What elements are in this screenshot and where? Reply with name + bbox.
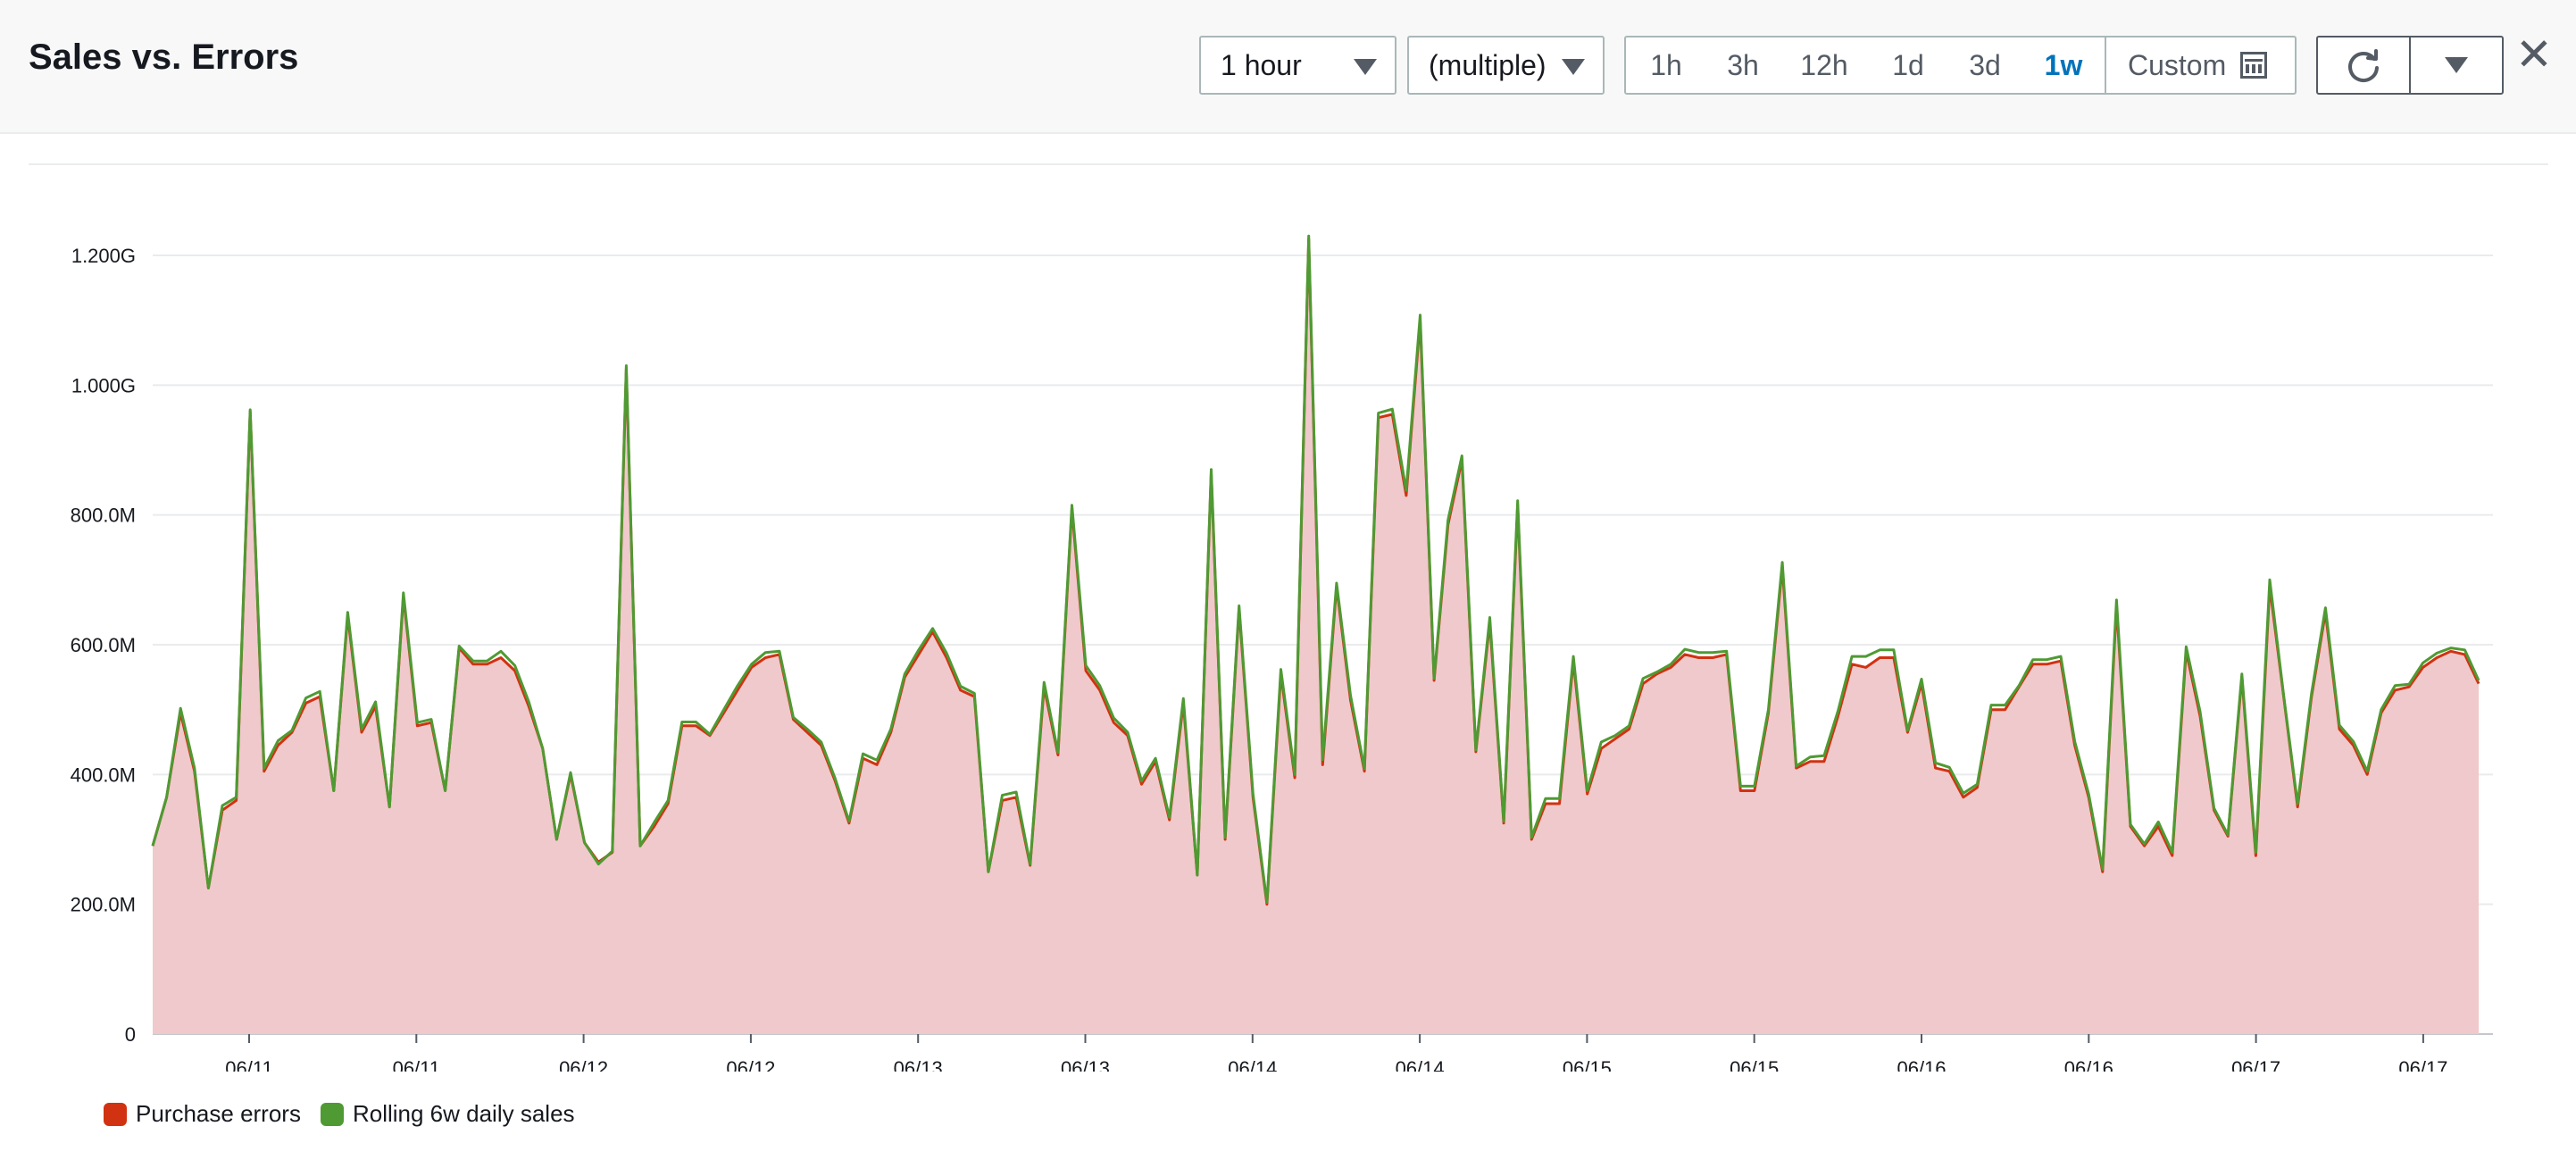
range-1w[interactable]: 1w: [2044, 48, 2083, 81]
range-divider: [2105, 38, 2106, 93]
page-title: Sales vs. Errors: [29, 38, 299, 77]
legend-label-errors: Purchase errors: [136, 1100, 301, 1127]
x-axis: 06/11 06/11 06/12 06/12 06/13 06/13 06/14 06/14…: [225, 1034, 2447, 1072]
refresh-button[interactable]: [2316, 36, 2411, 95]
x-tick-label: 06/12: [726, 1057, 775, 1072]
y-tick-label: 0: [125, 1023, 136, 1046]
y-tick-label: 800.0M: [71, 505, 136, 527]
range-12h[interactable]: 12h: [1800, 48, 1848, 81]
x-tick-label: 06/17: [2398, 1057, 2447, 1072]
legend-swatch-sales: [320, 1102, 344, 1126]
x-tick-label: 06/16: [2064, 1057, 2113, 1072]
x-tick-label: 06/15: [1563, 1057, 1612, 1072]
y-tick-label: 1.000G: [71, 374, 136, 396]
x-tick-label: 06/13: [1061, 1057, 1110, 1072]
widget-header: Sales vs. Errors 1 hour (multiple) 1h 3h…: [0, 0, 2576, 134]
caret-down-icon: [2445, 57, 2468, 73]
chart-legend: Purchase errors Rolling 6w daily sales: [104, 1100, 595, 1128]
period-value: 1 hour: [1221, 48, 1302, 81]
period-select[interactable]: 1 hour: [1199, 36, 1396, 95]
custom-range-button[interactable]: Custom: [2106, 38, 2268, 93]
x-tick-label: 06/15: [1730, 1057, 1779, 1072]
x-tick-label: 06/17: [2231, 1057, 2280, 1072]
range-1d[interactable]: 1d: [1892, 48, 1924, 81]
caret-down-icon: [1562, 59, 1585, 75]
x-tick-label: 06/12: [559, 1057, 608, 1072]
errors-area: [153, 238, 2479, 1034]
x-tick-label: 06/16: [1897, 1057, 1946, 1072]
x-tick-label: 06/11: [225, 1057, 272, 1072]
section-divider: [29, 163, 2548, 165]
y-tick-label: 200.0M: [71, 894, 136, 916]
range-3d[interactable]: 3d: [1969, 48, 2001, 81]
legend-item-errors[interactable]: Purchase errors: [104, 1100, 301, 1128]
custom-range-label: Custom: [2128, 48, 2227, 81]
caret-down-icon: [1354, 59, 1377, 75]
statistic-select[interactable]: (multiple): [1407, 36, 1605, 95]
legend-label-sales: Rolling 6w daily sales: [352, 1100, 575, 1127]
x-tick-label: 06/11: [393, 1057, 440, 1072]
x-tick-label: 06/14: [1228, 1057, 1277, 1072]
y-tick-label: 400.0M: [71, 763, 136, 786]
x-tick-label: 06/14: [1396, 1057, 1445, 1072]
y-tick-label: 600.0M: [71, 634, 136, 656]
legend-swatch-errors: [104, 1102, 127, 1126]
sales-line: [151, 234, 2480, 904]
range-1h[interactable]: 1h: [1650, 48, 1682, 81]
range-3h[interactable]: 3h: [1727, 48, 1759, 81]
y-axis: 0 200.0M 400.0M 600.0M 800.0M 1.000G 1.200G: [71, 245, 136, 1046]
calendar-icon: [2240, 52, 2268, 79]
close-icon[interactable]: ✕: [2515, 29, 2553, 79]
refresh-icon: [2348, 49, 2379, 83]
x-tick-label: 06/13: [894, 1057, 943, 1072]
sales-errors-chart: 0 200.0M 400.0M 600.0M 800.0M 1.000G 1.200G 06…: [71, 234, 2493, 1072]
more-options-button[interactable]: [2409, 36, 2504, 95]
statistic-value: (multiple): [1429, 48, 1546, 81]
plot-area: [151, 234, 2480, 1034]
legend-item-sales[interactable]: Rolling 6w daily sales: [320, 1100, 575, 1128]
time-range-selector: 1h 3h 12h 1d 3d 1w Custom: [1624, 36, 2297, 95]
y-tick-label: 1.200G: [71, 245, 136, 267]
